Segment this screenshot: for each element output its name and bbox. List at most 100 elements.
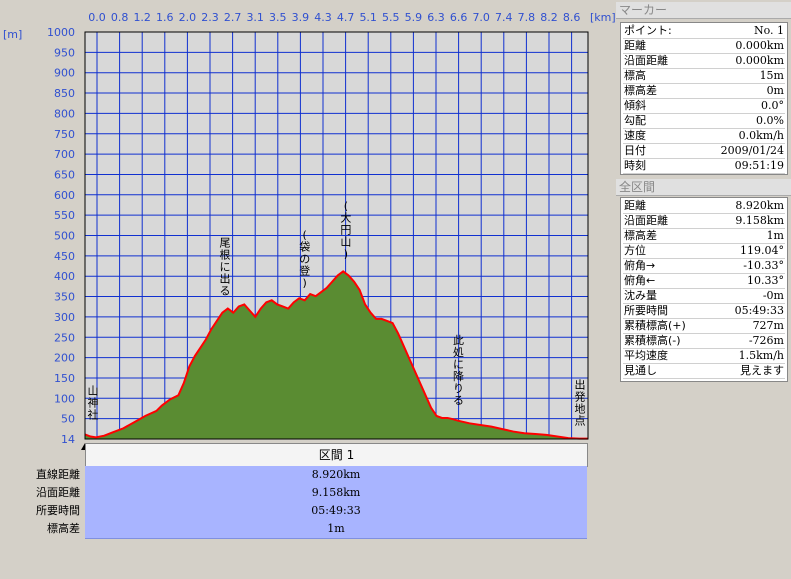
segment-row-label: 直線距離	[36, 468, 80, 481]
panel-row: 平均速度 1.5km/h	[623, 348, 785, 364]
x-tick-label: 3.5	[269, 11, 287, 24]
y-tick-label: 14	[61, 433, 75, 446]
chart-annotation: 出発地点	[575, 378, 586, 428]
panel-row-value: 15m	[759, 69, 784, 82]
x-tick-label: 7.8	[518, 11, 536, 24]
panel-row-value: 0.000km	[735, 39, 784, 52]
segment-header[interactable]: 区間 1	[85, 443, 588, 467]
segment-row: 標高差 1m	[0, 520, 588, 539]
panel-row: 俯角→ -10.33°	[623, 258, 785, 274]
panel-row-label: ポイント:	[624, 24, 672, 37]
panel-row-value: 0.0km/h	[738, 129, 784, 142]
panel-row-label: 時刻	[624, 159, 646, 172]
panel-row-label: 距離	[624, 199, 646, 212]
panel-row: 標高 15m	[623, 68, 785, 84]
y-axis-ticks: 1000 950 900 850 800 750 700 650 600 550 500 450 400…	[47, 26, 75, 446]
panel-row: 累積標高(-) -726m	[623, 333, 785, 349]
x-tick-label: 4.3	[314, 11, 332, 24]
y-tick-label: 500	[54, 230, 75, 243]
panel-row-label: 累積標高(+)	[624, 319, 686, 332]
elevation-fill	[85, 271, 588, 439]
panel-row-label: 見通し	[624, 364, 657, 377]
panel-row-label: 所要時間	[624, 304, 668, 317]
panel-row: 勾配 0.0%	[623, 113, 785, 129]
x-tick-label: 1.2	[133, 11, 151, 24]
panel-row-value: -0m	[762, 289, 784, 302]
panel-row-value: 0.0%	[756, 114, 784, 127]
x-axis-ticks: 0.0 0.8 1.2 1.6 2.0 2.3 2.7 3.1 3.5 3.9 4.3 4.7 5.1 5…	[88, 11, 580, 24]
y-tick-label: 750	[54, 128, 75, 141]
elevation-area	[84, 270, 588, 440]
panel-row-label: 標高	[624, 69, 646, 82]
panel-row: 累積標高(+) 727m	[623, 318, 785, 334]
y-tick-label: 450	[54, 250, 75, 263]
chart-annotation: 山神社	[88, 384, 99, 421]
panel-row-value: 9.158km	[735, 214, 784, 227]
y-tick-label: 550	[54, 209, 75, 222]
panel-row: 方位 119.04°	[623, 243, 785, 259]
segment-row-value: 8.920km	[85, 466, 587, 485]
y-tick-label: 950	[54, 46, 75, 59]
panel-row: 時刻 09:51:19	[623, 158, 785, 174]
x-tick-label: 0.0	[88, 11, 106, 24]
x-tick-label: 3.1	[246, 11, 264, 24]
panel-row-label: 傾斜	[624, 99, 646, 112]
panel-row-value: 05:49:33	[734, 304, 784, 317]
all-section-panel: 距離 8.920km 沿面距離 9.158km 標高差 1m 方位 119.04° 俯角→ -10…	[620, 197, 788, 382]
panel-row: 見通し 見えます	[623, 363, 785, 379]
plot-border	[84, 31, 589, 440]
panel-row-value: 0.0°	[761, 99, 784, 112]
panel-row-value: 10.33°	[747, 274, 784, 287]
y-tick-label: 400	[54, 270, 75, 283]
x-tick-label: 2.7	[224, 11, 242, 24]
y-tick-label: 700	[54, 148, 75, 161]
y-tick-label: 300	[54, 311, 75, 324]
x-tick-label: 2.3	[201, 11, 219, 24]
panel-row-label: 俯角←	[624, 274, 656, 287]
chart-annotation: 尾根に出る	[220, 237, 231, 298]
segment-row-value: 05:49:33	[85, 502, 587, 521]
panel-row-value: 8.920km	[735, 199, 784, 212]
panel-row-value: 2009/01/24	[720, 144, 784, 157]
chart-annotation: (袋の登)	[299, 228, 310, 289]
x-tick-label: 8.2	[540, 11, 558, 24]
y-tick-label: 50	[61, 413, 75, 426]
y-tick-label: 350	[54, 291, 75, 304]
panel-row-label: 俯角→	[624, 259, 656, 272]
panel-row-label: 沿面距離	[624, 214, 668, 227]
y-unit-label: [m]	[3, 28, 22, 41]
panel-row-label: 標高差	[624, 229, 657, 242]
x-tick-label: 0.8	[111, 11, 129, 24]
panel-row-label: 勾配	[624, 114, 646, 127]
panel-row: 標高差 1m	[623, 228, 785, 244]
panel-row-label: 方位	[624, 244, 646, 257]
panel-row-label: 沿面距離	[624, 54, 668, 67]
panel-row-value: 727m	[752, 319, 784, 332]
segment-row: 所要時間 05:49:33	[0, 502, 588, 521]
x-tick-label: 1.6	[156, 11, 174, 24]
panel-row: 所要時間 05:49:33	[623, 303, 785, 319]
segment-row-value: 9.158km	[85, 484, 587, 503]
chart-annotation: (大円山)	[340, 199, 351, 260]
x-tick-label: 4.7	[337, 11, 355, 24]
segment-row: 沿面距離 9.158km	[0, 484, 588, 503]
panel-row-label: 距離	[624, 39, 646, 52]
panel-row-value: -726m	[748, 334, 784, 347]
panel-row-label: 日付	[624, 144, 646, 157]
panel-row-label: 累積標高(-)	[624, 334, 681, 347]
y-tick-label: 150	[54, 372, 75, 385]
x-tick-label: 5.1	[359, 11, 377, 24]
panel-row-value: 09:51:19	[734, 159, 784, 172]
x-tick-label: 7.4	[495, 11, 513, 24]
y-tick-label: 900	[54, 67, 75, 80]
x-unit-label: [km]	[590, 11, 616, 24]
panel-row: 沿面距離 0.000km	[623, 53, 785, 69]
panel-row: ポイント: No. 1	[623, 23, 785, 39]
panel-row-value: 119.04°	[740, 244, 784, 257]
y-tick-label: 600	[54, 189, 75, 202]
segment-row: 直線距離 8.920km	[0, 466, 588, 485]
x-tick-label: 5.5	[382, 11, 400, 24]
panel-row-value: 0.000km	[735, 54, 784, 67]
segment-row-label: 沿面距離	[36, 486, 80, 499]
panel-row-value: -10.33°	[743, 259, 784, 272]
